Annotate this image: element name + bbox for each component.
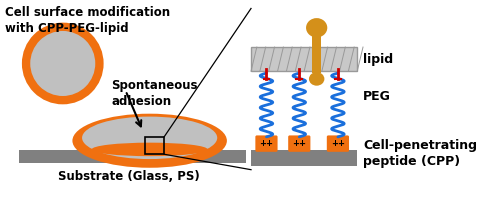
- Text: ++: ++: [260, 139, 274, 148]
- Text: Substrate (Glass, PS): Substrate (Glass, PS): [58, 170, 200, 183]
- Text: PEG: PEG: [363, 90, 391, 103]
- Text: lipid: lipid: [363, 53, 393, 66]
- FancyBboxPatch shape: [327, 135, 349, 152]
- Bar: [251, 150, 357, 166]
- Text: ++: ++: [331, 139, 345, 148]
- Text: ++: ++: [292, 139, 306, 148]
- Ellipse shape: [313, 40, 320, 50]
- Bar: [145, 137, 164, 154]
- FancyBboxPatch shape: [288, 135, 310, 152]
- FancyBboxPatch shape: [256, 135, 278, 152]
- Ellipse shape: [26, 27, 100, 100]
- Ellipse shape: [306, 18, 328, 37]
- Bar: [251, 47, 357, 71]
- Text: Cell surface modification
with CPP-PEG-lipid: Cell surface modification with CPP-PEG-l…: [5, 5, 170, 35]
- Ellipse shape: [309, 72, 324, 86]
- Bar: [312, 30, 322, 73]
- Ellipse shape: [82, 117, 217, 159]
- Ellipse shape: [72, 114, 227, 168]
- Ellipse shape: [92, 143, 208, 156]
- Bar: [20, 150, 246, 163]
- Text: Spontaneous
adhesion: Spontaneous adhesion: [111, 79, 198, 108]
- Text: Cell-penetrating
peptide (CPP): Cell-penetrating peptide (CPP): [363, 139, 477, 168]
